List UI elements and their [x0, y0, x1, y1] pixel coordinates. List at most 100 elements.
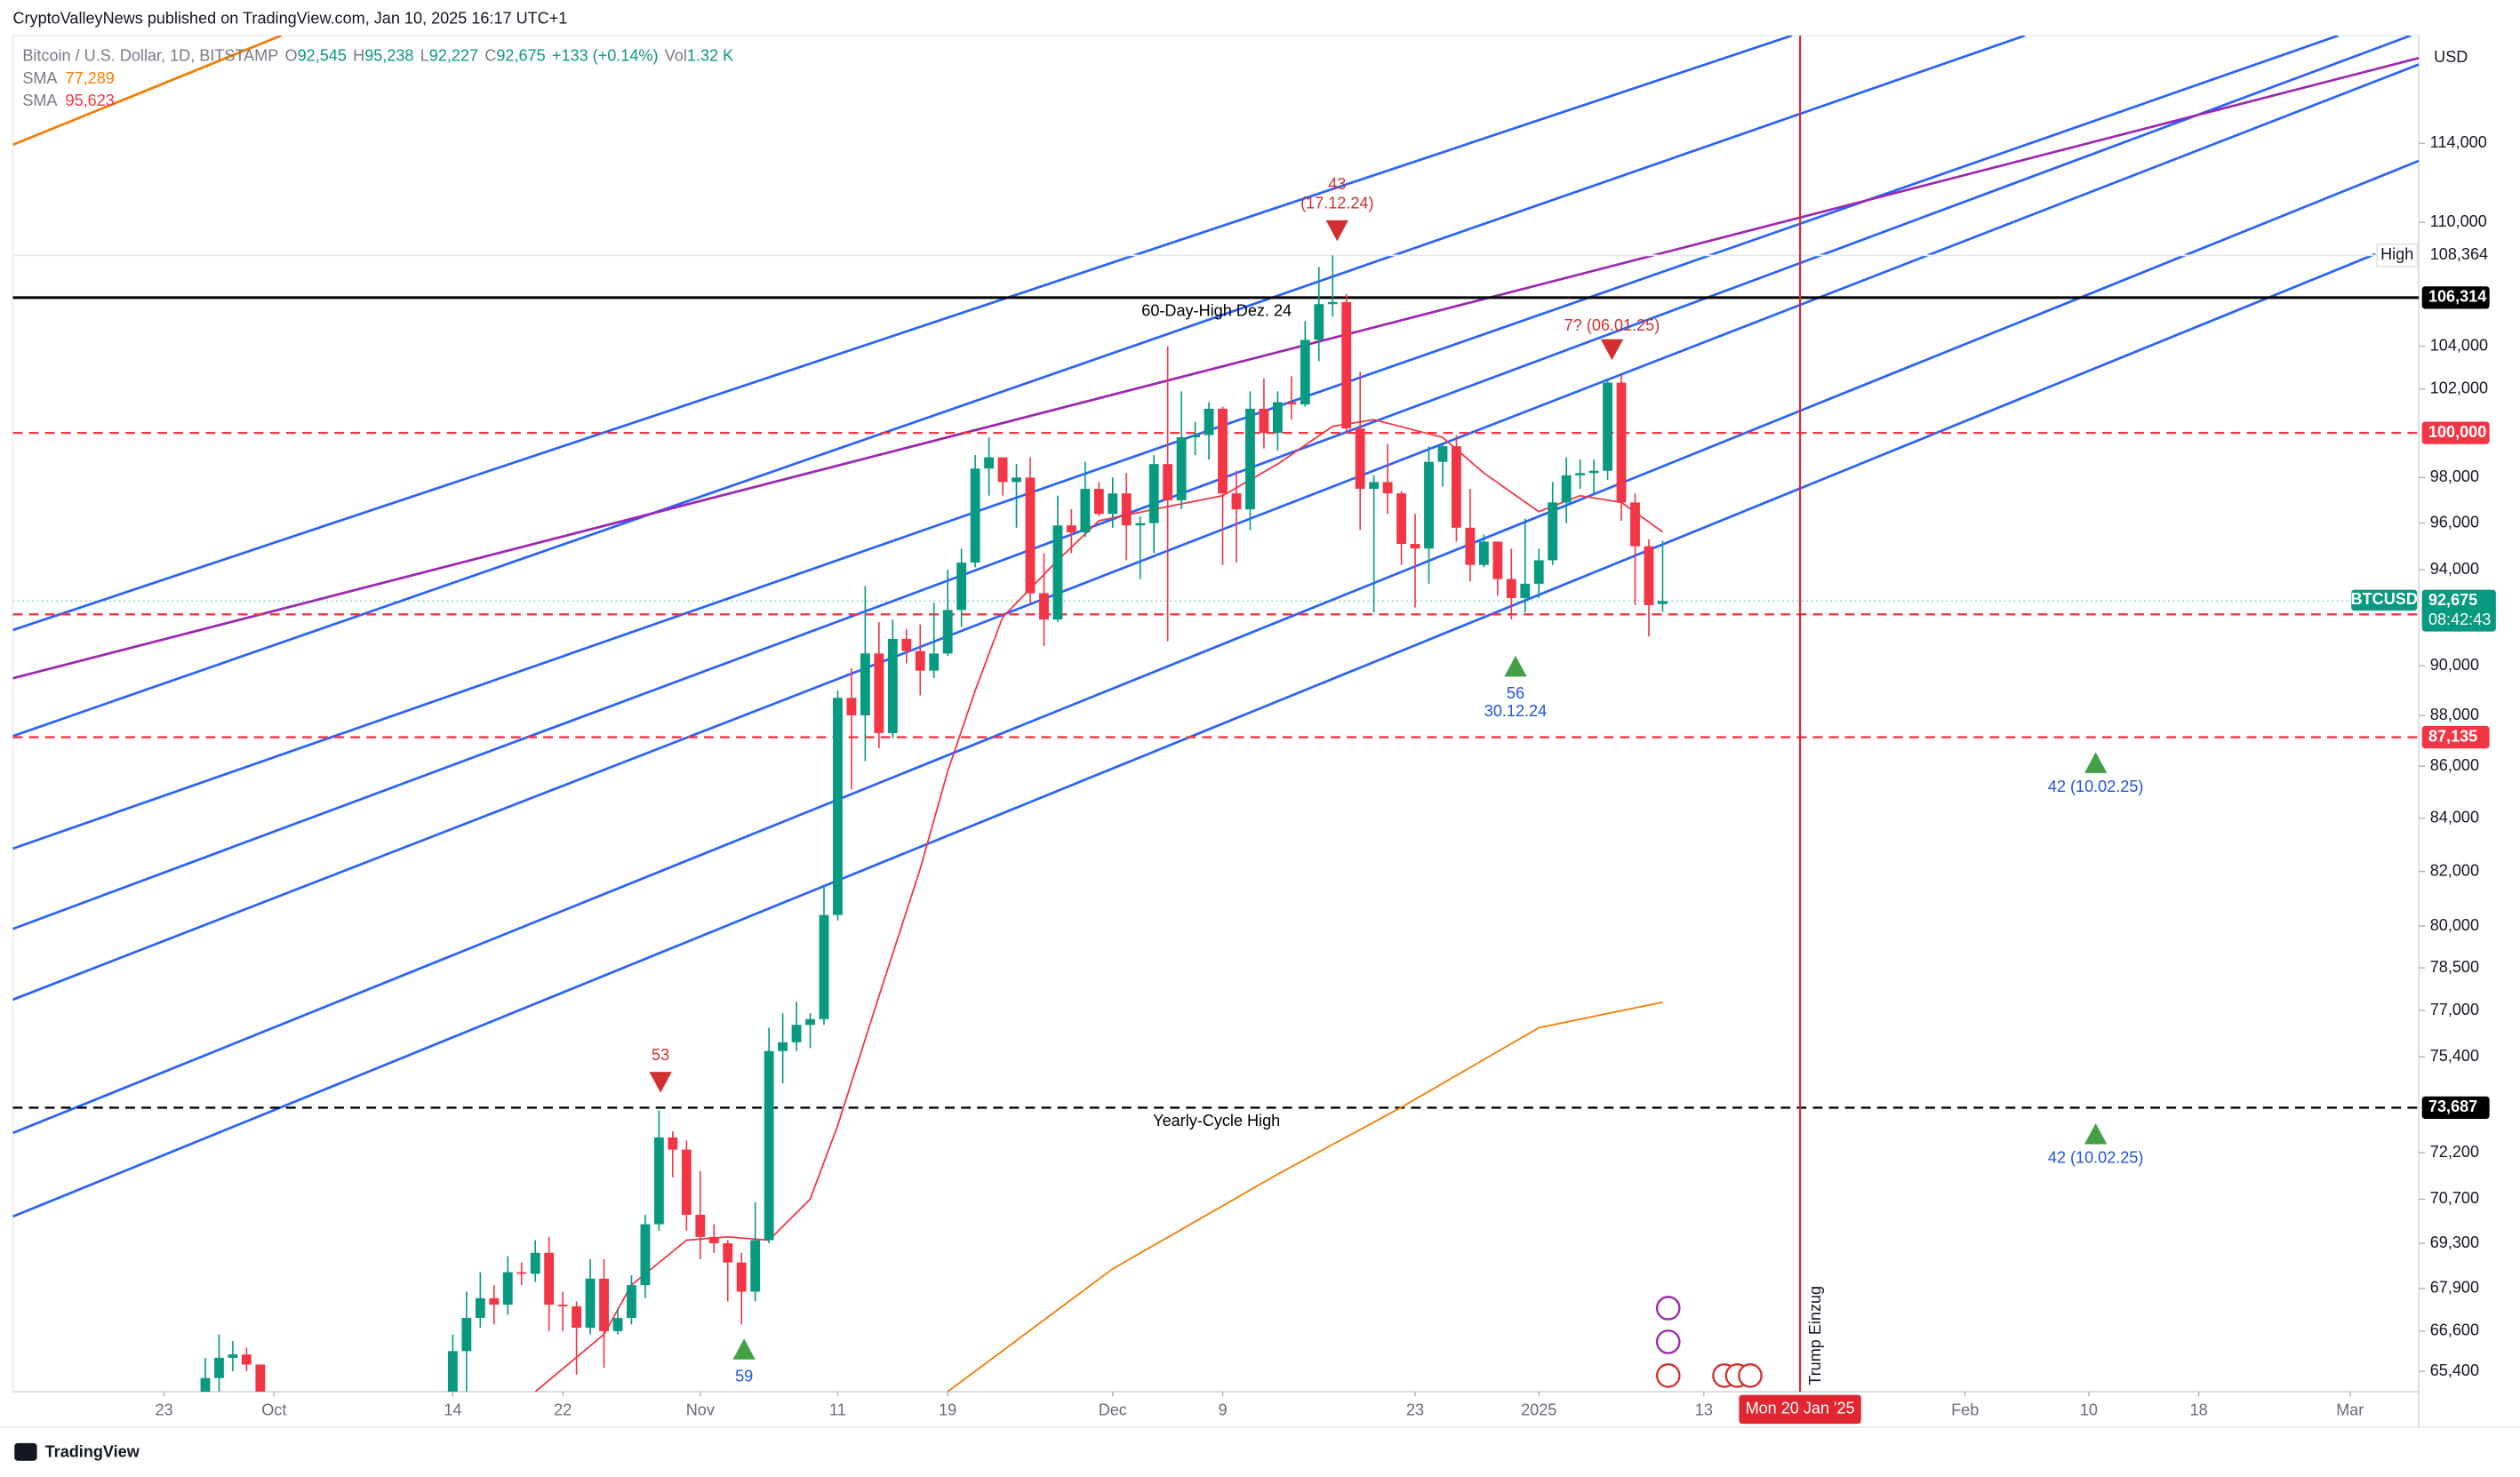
candle-body: [1163, 464, 1173, 500]
ohlc-key: O: [285, 46, 298, 64]
x-tick-label: Mar: [2336, 1401, 2364, 1418]
x-tick-label: Feb: [1951, 1401, 1979, 1418]
annotation: 43: [1328, 175, 1346, 193]
trend-line: [12, 159, 2420, 1135]
y-tick-label: 88,000: [2430, 706, 2479, 723]
y-tick-label: 94,000: [2430, 560, 2479, 578]
trend-line: [12, 35, 2412, 930]
currency[interactable]: USD: [2434, 48, 2468, 66]
trend-line: [12, 252, 2376, 1218]
y-tick-label: 86,000: [2430, 756, 2479, 774]
event-icon[interactable]: [1655, 1363, 1681, 1388]
candle-body: [241, 1354, 252, 1365]
candle-body: [1176, 437, 1187, 500]
x-tick-label: 22: [554, 1401, 572, 1418]
candle-body: [530, 1252, 540, 1274]
levels: [12, 35, 2420, 1392]
candle-body: [695, 1214, 706, 1237]
y-tick-label: 78,500: [2430, 958, 2479, 976]
y-tick-label: 90,000: [2430, 656, 2479, 674]
candle-body: [502, 1272, 513, 1305]
candle-body: [997, 457, 1008, 483]
candle-body: [447, 1351, 458, 1392]
candle-body: [860, 653, 870, 715]
candle-body: [1300, 339, 1310, 405]
candle-body: [1382, 482, 1393, 494]
candle-body: [653, 1137, 664, 1225]
candle-body: [1052, 525, 1063, 620]
candle-body: [1025, 477, 1036, 594]
candle-body: [1548, 502, 1558, 561]
candle-body: [805, 1018, 815, 1026]
candle-body: [1520, 583, 1531, 598]
candle-body: [1314, 304, 1324, 340]
candle-body: [819, 914, 829, 1019]
candle-body: [461, 1317, 472, 1352]
annotation: 42 (10.02.25): [2048, 1149, 2144, 1167]
y-tick-label: 66,600: [2430, 1321, 2479, 1339]
high-value: 108,364: [2430, 245, 2488, 263]
trend-line: [12, 63, 2420, 1002]
candle-body: [1465, 527, 1476, 565]
x-tick-label: 10: [2080, 1401, 2098, 1418]
plot-area: [200, 255, 1668, 1392]
drawings: [12, 35, 2420, 1218]
x-tick-label: 23: [1406, 1401, 1424, 1418]
candle-body: [1218, 408, 1228, 494]
sma-name: SMA: [22, 92, 58, 109]
annotation: (17.12.24): [1300, 195, 1373, 212]
symbol-text: BTCUSD: [2351, 590, 2418, 608]
y-tick-label: 72,200: [2430, 1143, 2479, 1161]
event-icon[interactable]: [1655, 1296, 1681, 1321]
ohlc-value: 92,675: [496, 46, 545, 64]
high-axis-label: [2421, 244, 2495, 267]
arrow-down: [1600, 339, 1624, 361]
y-tick-label: 96,000: [2430, 513, 2479, 531]
x-tick-label: 19: [939, 1401, 956, 1418]
level-value: 87,135: [2428, 727, 2477, 745]
candle-body: [708, 1236, 719, 1244]
legend: Bitcoin / U.S. Dollar, 1D, BITSTAMP O92,5…: [22, 46, 733, 64]
candle-body: [970, 468, 980, 563]
x-tick-label: 14: [444, 1401, 461, 1418]
candle-body: [668, 1137, 678, 1150]
y-tick-label: 69,300: [2430, 1233, 2479, 1251]
change: +133 (+0.14%): [552, 46, 659, 64]
annotation: 42 (10.02.25): [2048, 778, 2144, 795]
event-icon[interactable]: [1655, 1329, 1681, 1354]
arrow-down: [649, 1072, 672, 1093]
ohlc-value: 95,238: [364, 46, 413, 64]
candle-body: [681, 1149, 692, 1215]
candle-body: [750, 1240, 761, 1292]
candle-body: [1533, 560, 1544, 584]
x-tick-label: 18: [2190, 1401, 2208, 1418]
high-tag: [2376, 244, 2418, 267]
candle-body: [1012, 477, 1021, 483]
candle-body: [929, 653, 940, 671]
annotation: 30.12.24: [1484, 702, 1547, 720]
ohlc-key: C: [484, 46, 496, 64]
y-tick-label: 84,000: [2430, 808, 2479, 826]
candle-body: [846, 698, 857, 715]
candle-body: [901, 638, 912, 651]
candle-body: [1355, 428, 1365, 490]
y-tick-label: 70,700: [2430, 1189, 2479, 1207]
annotation: 59: [735, 1367, 753, 1385]
annotation: Yearly-Cycle High: [1153, 1112, 1280, 1130]
arrow-up: [1504, 655, 1527, 677]
candle-body: [489, 1297, 500, 1305]
candle-body: [1396, 493, 1407, 545]
level-axis-label: [2421, 725, 2490, 749]
symbol-title: Bitcoin / U.S. Dollar, 1D, BITSTAMP: [22, 46, 278, 64]
arrow-down: [1325, 220, 1348, 242]
sma-name: SMA: [22, 69, 58, 87]
y-tick-label: 110,000: [2430, 212, 2487, 230]
candle-body: [1588, 470, 1599, 474]
event-icon[interactable]: [1738, 1363, 1763, 1388]
level-value: 106,314: [2428, 288, 2486, 306]
level-value: 73,687: [2428, 1098, 2477, 1115]
event-text: Trump Einzug: [1806, 1286, 1824, 1385]
candle-body: [228, 1354, 238, 1358]
arrow-up: [2084, 752, 2108, 773]
